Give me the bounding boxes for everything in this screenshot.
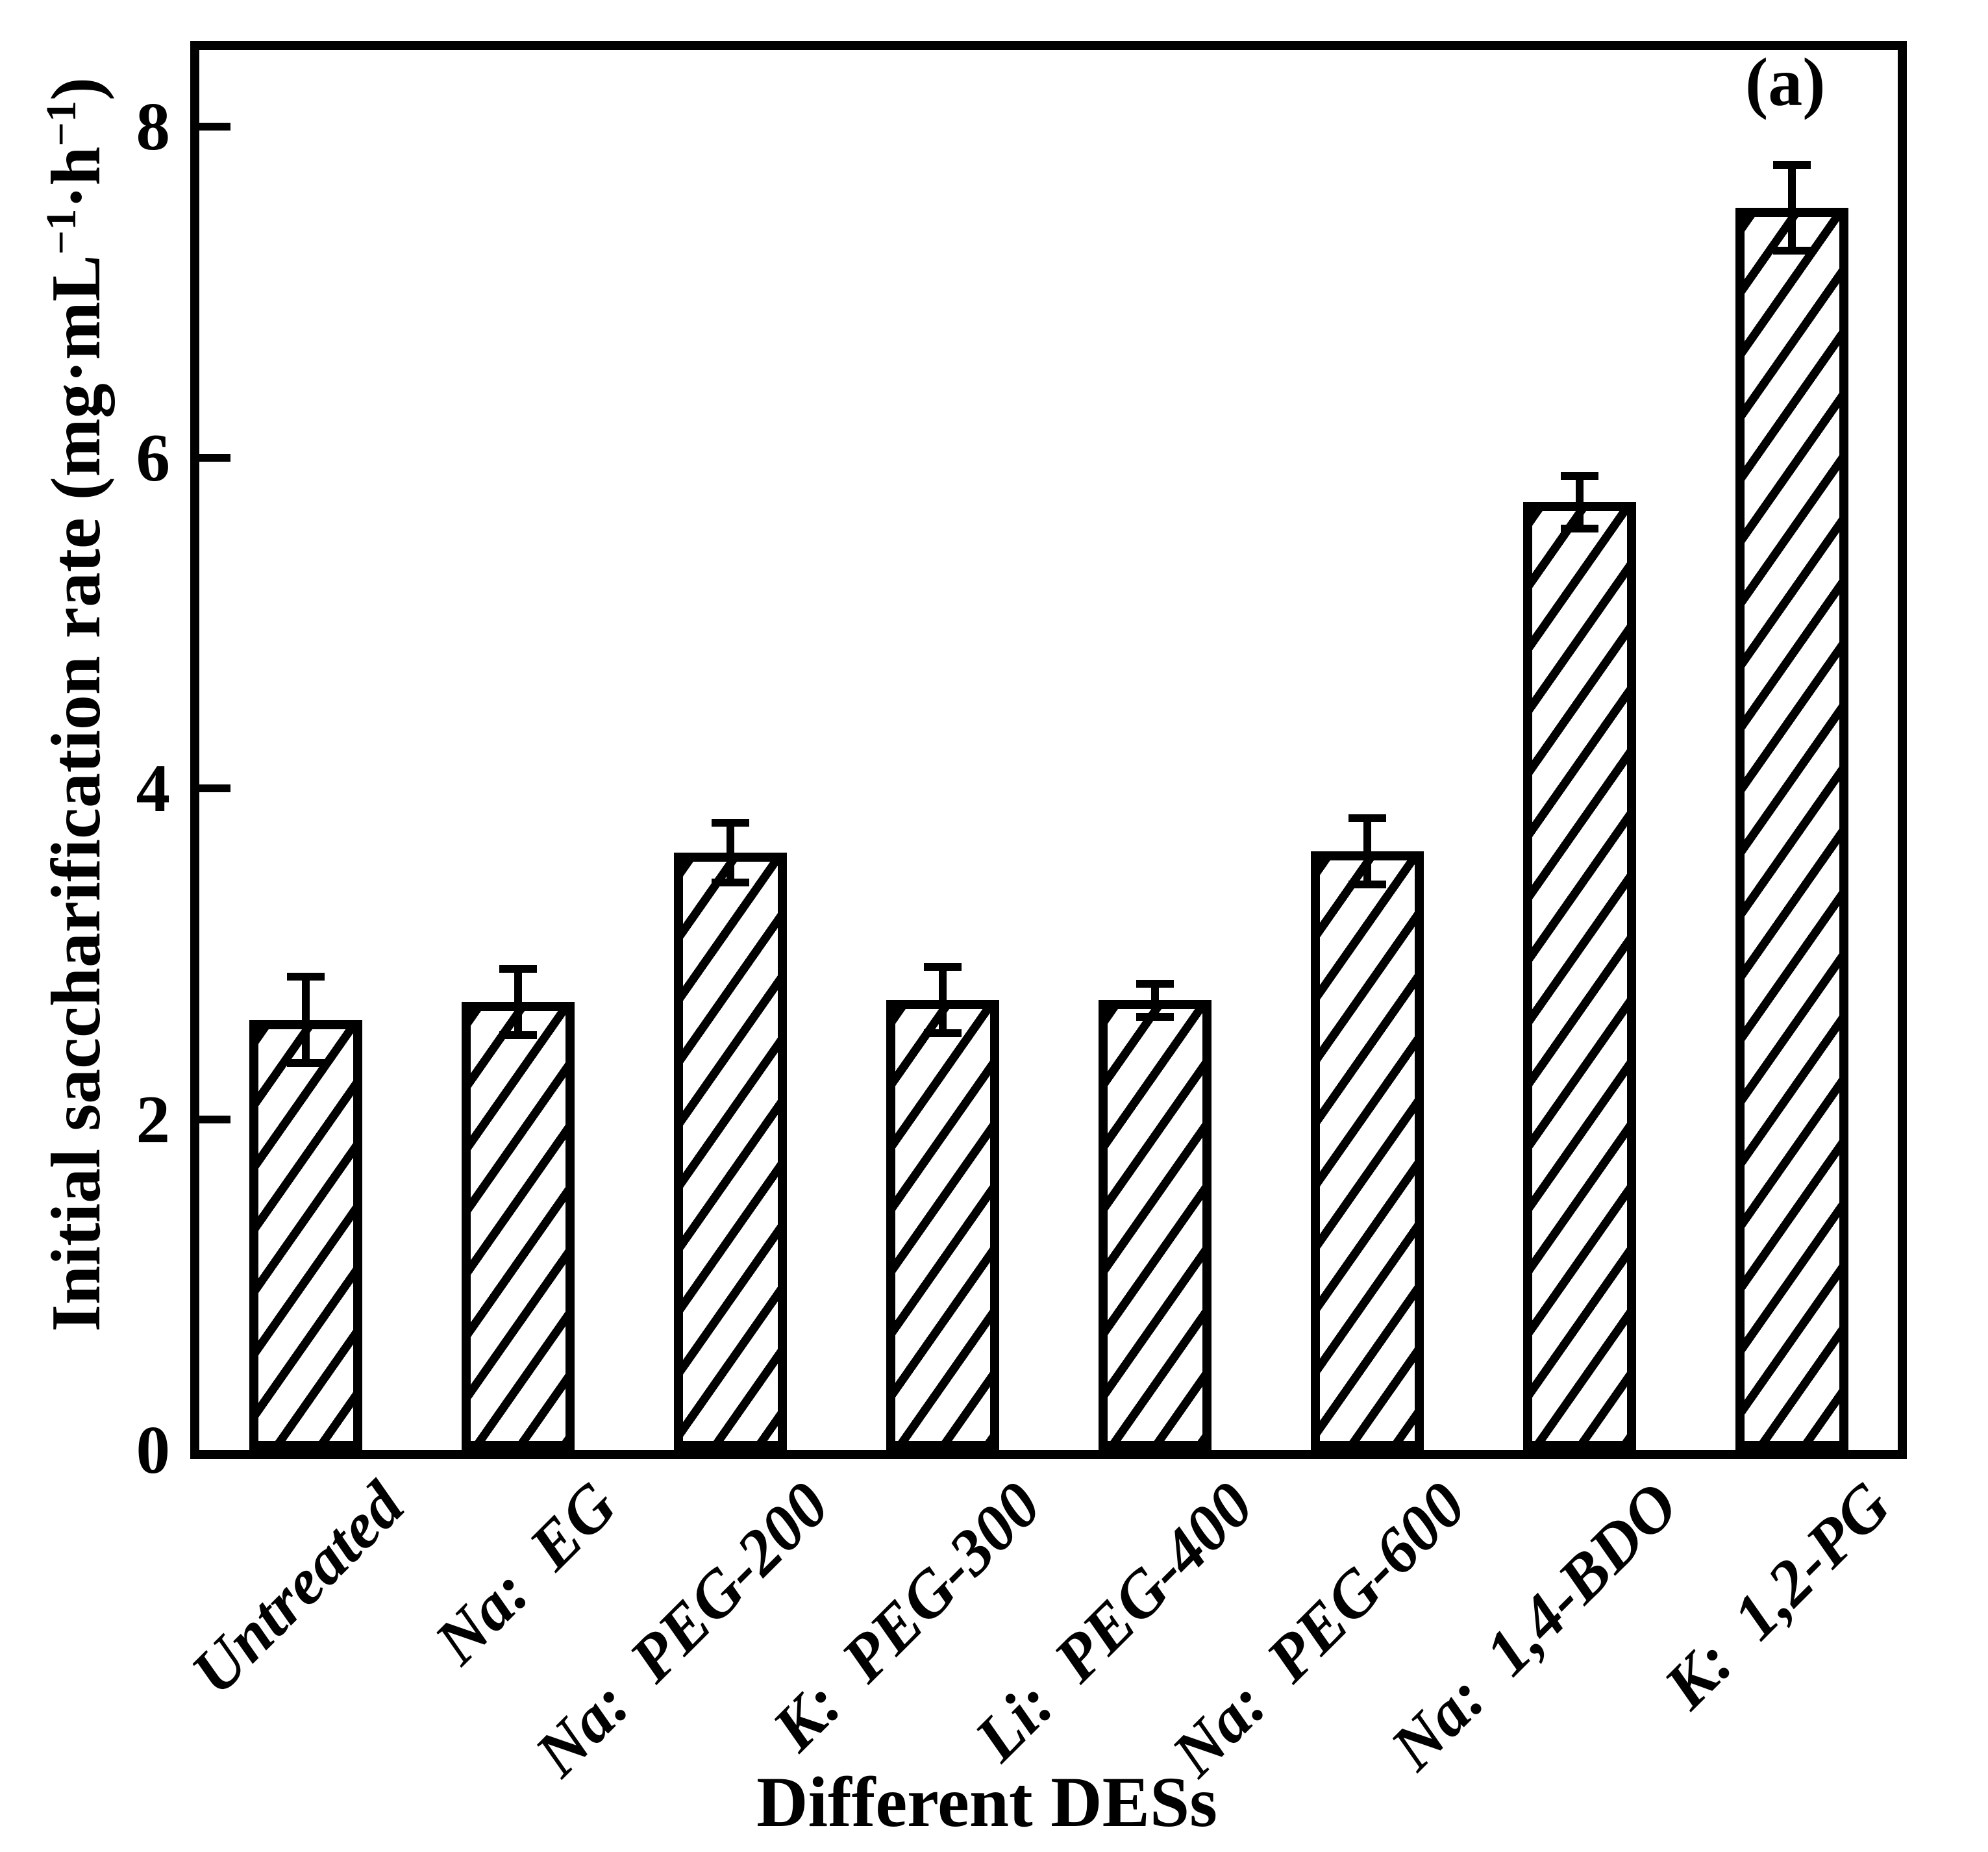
error-bar-stem: [1575, 475, 1584, 529]
error-bar-cap: [1136, 979, 1174, 988]
error-bar-cap: [1772, 160, 1811, 169]
error-bar-cap: [1560, 471, 1598, 480]
y-axis-label-mid: ·h: [38, 146, 115, 209]
error-bar-stem: [726, 823, 734, 883]
y-axis-label-superscript: −1: [38, 208, 85, 255]
error-bar-stem: [1150, 983, 1159, 1017]
error-bar-cap: [286, 1058, 325, 1067]
error-bar-cap: [499, 964, 537, 973]
bar-k-peg-300: [886, 1000, 999, 1450]
panel-label: (a): [1745, 44, 1826, 120]
y-tick-mark: [199, 784, 230, 792]
x-tick-label: K: 1,2-PG: [1650, 1468, 1904, 1723]
y-tick-label: 2: [136, 1081, 171, 1157]
x-tick-label: Na: EG: [421, 1468, 630, 1678]
error-bar-cap: [286, 973, 325, 981]
error-bar-cap: [1560, 525, 1598, 533]
y-tick-label: 0: [136, 1412, 171, 1488]
y-tick-mark: [199, 1115, 230, 1123]
x-tick-label: Untreated: [178, 1468, 418, 1708]
bar-na-1-4-bdo: [1522, 502, 1636, 1450]
error-bar-stem: [938, 967, 947, 1034]
y-tick-label: 8: [136, 88, 171, 164]
error-bar-cap: [711, 879, 749, 887]
error-bar-stem: [514, 968, 522, 1035]
bar-na-peg-600: [1310, 851, 1424, 1450]
y-tick-label: 4: [136, 750, 171, 826]
y-axis-label-superscript: −1: [38, 100, 85, 147]
bar-na-peg-200: [673, 853, 787, 1450]
error-bar-cap: [1348, 880, 1386, 888]
y-axis-label-suffix: ): [38, 77, 115, 101]
x-axis-title: Different DESs: [756, 1762, 1217, 1842]
bar-na-eg: [461, 1002, 575, 1450]
bar-k-1-2-pg: [1735, 208, 1848, 1450]
y-axis-label: Initial saccharification rate (mg·mL−1·h…: [36, 77, 117, 1332]
y-axis-label-prefix: Initial saccharification rate (mg·mL: [38, 255, 115, 1332]
error-bar-cap: [1136, 1012, 1174, 1021]
error-bar-cap: [923, 1029, 962, 1038]
error-bar-cap: [1348, 814, 1386, 822]
error-bar-stem: [301, 977, 310, 1063]
y-tick-mark: [199, 453, 230, 462]
plot-area: [190, 41, 1907, 1459]
bar-li-peg-400: [1098, 1000, 1211, 1450]
bar-untreated: [249, 1020, 362, 1450]
error-bar-cap: [711, 819, 749, 827]
error-bar-stem: [1787, 164, 1796, 251]
y-tick-label: 6: [136, 419, 171, 495]
error-bar-stem: [1363, 818, 1371, 884]
error-bar-cap: [1772, 247, 1811, 255]
error-bar-cap: [499, 1031, 537, 1039]
y-tick-mark: [199, 123, 230, 131]
error-bar-cap: [923, 963, 962, 971]
